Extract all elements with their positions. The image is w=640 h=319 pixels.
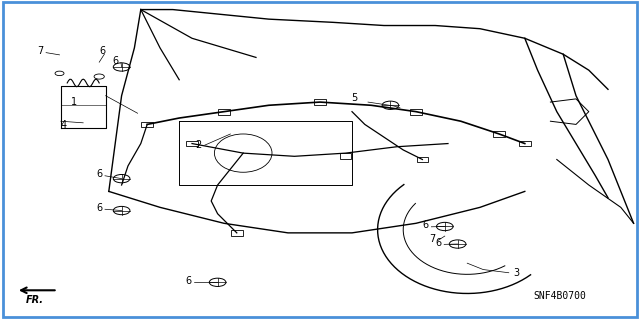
Text: 6: 6: [422, 220, 429, 230]
FancyBboxPatch shape: [340, 153, 351, 159]
FancyBboxPatch shape: [186, 141, 198, 146]
FancyBboxPatch shape: [493, 131, 505, 137]
FancyBboxPatch shape: [417, 157, 428, 162]
Text: 5: 5: [351, 93, 357, 103]
Text: 6: 6: [96, 203, 102, 212]
Text: 7: 7: [429, 234, 435, 244]
FancyBboxPatch shape: [519, 141, 531, 146]
Text: 6: 6: [99, 46, 106, 56]
Text: SNF4B0700: SNF4B0700: [534, 292, 586, 301]
Text: 3: 3: [513, 268, 520, 278]
FancyBboxPatch shape: [218, 109, 230, 115]
Text: 6: 6: [435, 238, 442, 248]
Text: 4: 4: [61, 120, 67, 130]
Text: FR.: FR.: [26, 295, 44, 305]
Text: 6: 6: [96, 169, 102, 179]
FancyBboxPatch shape: [314, 99, 326, 105]
Text: 1: 1: [70, 97, 77, 107]
FancyBboxPatch shape: [231, 230, 243, 236]
FancyBboxPatch shape: [141, 122, 153, 127]
FancyBboxPatch shape: [410, 109, 422, 115]
Text: 6: 6: [186, 276, 192, 286]
Text: 2: 2: [195, 140, 202, 150]
Text: 7: 7: [37, 46, 44, 56]
Text: 6: 6: [112, 56, 118, 66]
